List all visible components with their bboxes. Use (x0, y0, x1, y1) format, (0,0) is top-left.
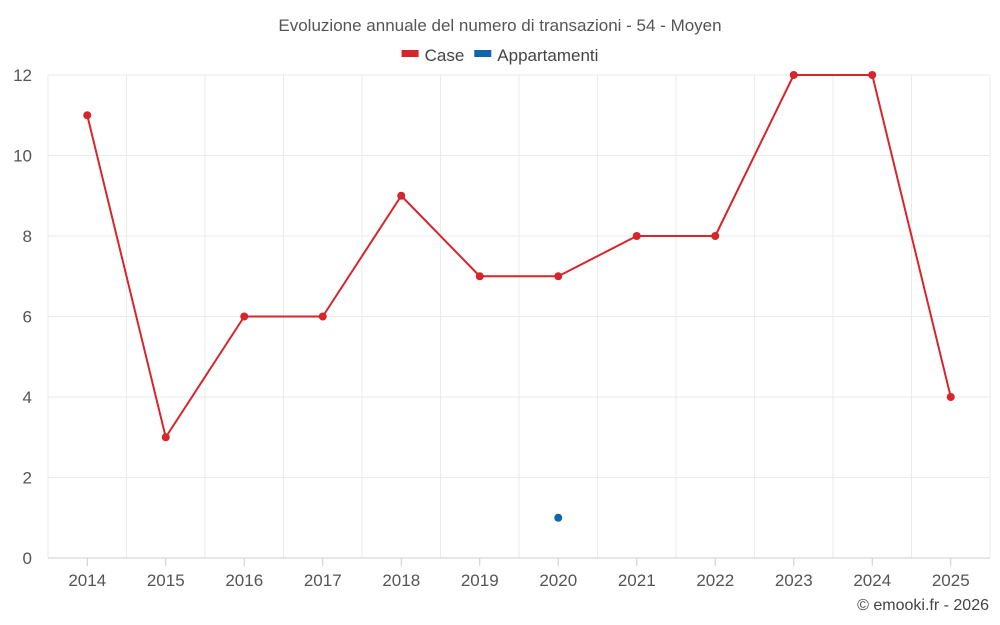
data-point[interactable] (554, 272, 563, 281)
y-tick-label: 4 (23, 388, 32, 407)
data-point[interactable] (868, 71, 877, 79)
y-tick-label: 6 (23, 308, 32, 327)
x-tick-label: 2021 (618, 571, 656, 590)
legend: Case Appartamenti (401, 46, 598, 65)
y-tick-label: 2 (23, 469, 32, 488)
x-tick-label: 2022 (696, 571, 734, 590)
y-tick-label: 12 (13, 66, 32, 85)
series-case (83, 71, 955, 442)
legend-label: Case (425, 46, 465, 65)
y-tick-label: 0 (23, 549, 32, 568)
legend-swatch (401, 50, 419, 57)
credit-text: © emooki.fr - 2026 (857, 597, 989, 614)
x-tick-label: 2018 (382, 571, 420, 590)
data-point[interactable] (946, 393, 955, 401)
data-point[interactable] (240, 312, 249, 321)
x-tick-label: 2020 (539, 571, 577, 590)
legend-item-appartamenti[interactable]: Appartamenti (474, 46, 598, 65)
x-tick-label: 2016 (225, 571, 263, 590)
series-line (86, 74, 952, 439)
x-tick-label: 2024 (853, 571, 891, 590)
y-axis-ticks: 0 2 4 6 8 10 12 (13, 66, 32, 568)
data-point[interactable] (475, 272, 484, 281)
legend-item-case[interactable]: Case (401, 46, 465, 65)
data-point[interactable] (554, 513, 563, 522)
data-point[interactable] (161, 433, 170, 442)
data-point[interactable] (83, 111, 92, 120)
y-tick-label: 8 (23, 227, 32, 246)
data-point[interactable] (318, 312, 327, 321)
x-axis-ticks: 2014 2015 2016 2017 2018 2019 2020 2021 2022 2023… (68, 558, 970, 590)
data-point[interactable] (397, 191, 406, 200)
x-tick-label: 2023 (775, 571, 813, 590)
data-point[interactable] (632, 232, 641, 240)
y-tick-label: 10 (13, 147, 32, 166)
grid (47, 74, 991, 559)
series-layer (83, 71, 955, 522)
x-tick-label: 2015 (147, 571, 185, 590)
legend-label: Appartamenti (497, 46, 598, 65)
chart-title: Evoluzione annuale del numero di transaz… (278, 16, 721, 35)
x-tick-label: 2025 (932, 571, 970, 590)
data-point[interactable] (711, 232, 720, 240)
legend-swatch (474, 50, 492, 57)
x-tick-label: 2014 (68, 571, 106, 590)
x-tick-label: 2019 (461, 571, 499, 590)
series-appartamenti (554, 513, 563, 522)
data-point[interactable] (789, 71, 798, 79)
x-tick-label: 2017 (304, 571, 342, 590)
